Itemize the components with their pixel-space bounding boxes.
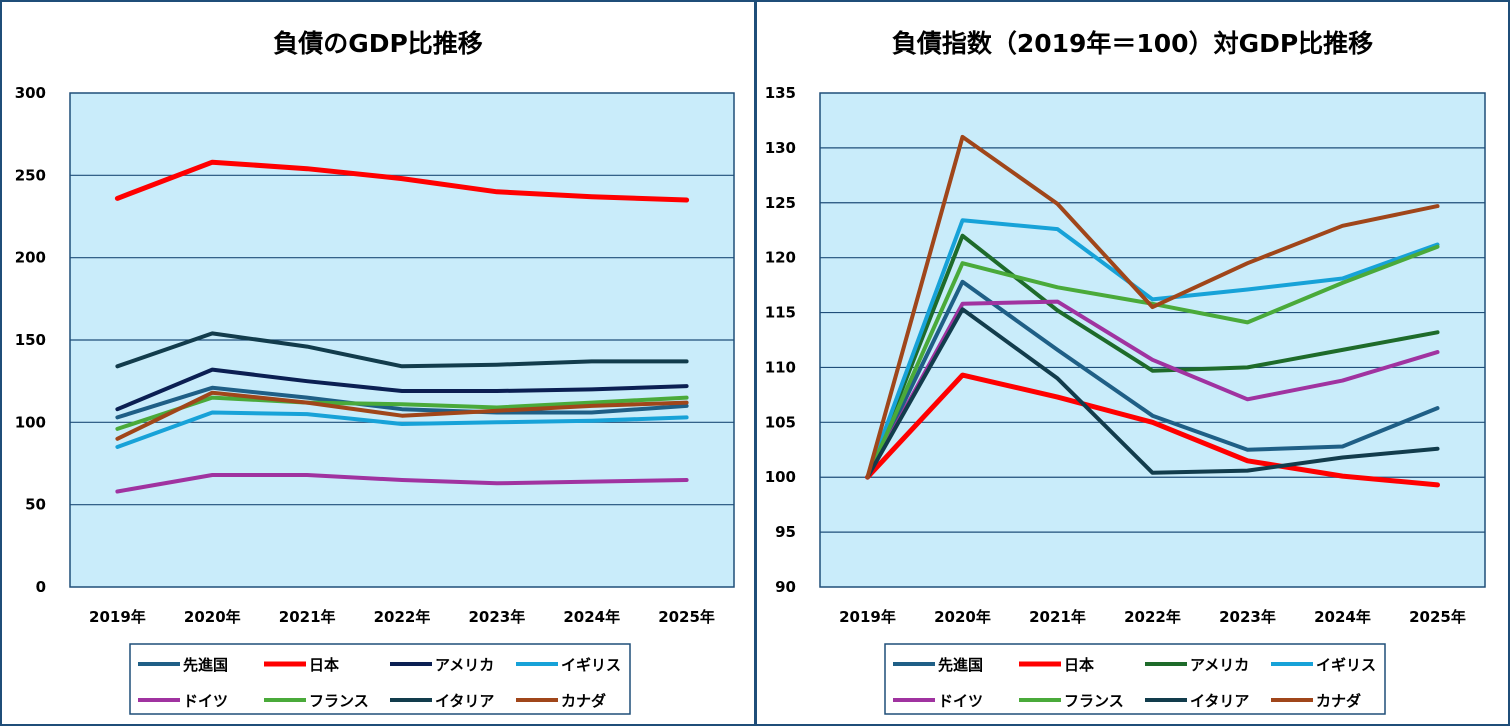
left-series-line-5	[115, 395, 689, 431]
left-series-line-0	[115, 385, 689, 420]
right-series-line-1	[865, 372, 1440, 488]
right-series-line-0	[865, 279, 1440, 480]
left-x-tick-label: 2025年	[658, 608, 715, 626]
left-x-tick-label: 2021年	[279, 608, 336, 626]
right-series-line-6	[865, 307, 1440, 480]
left-y-tick-label: 100	[15, 413, 46, 431]
left-legend-label-1: 日本	[309, 656, 339, 674]
right-y-tick-label: 130	[765, 139, 796, 157]
left-legend-label-7: カナダ	[561, 692, 606, 710]
right-x-tick-label: 2024年	[1314, 608, 1371, 626]
left-x-tick-label: 2023年	[468, 608, 525, 626]
right-plot-area	[819, 92, 1486, 588]
right-y-tick-label: 90	[775, 578, 796, 596]
right-legend	[884, 643, 1386, 715]
right-series-line-7	[865, 134, 1440, 480]
left-chart-title: 負債のGDP比推移	[273, 29, 483, 58]
right-series-line-4	[865, 299, 1440, 480]
right-y-tick-label: 125	[765, 194, 796, 212]
right-legend-label-1: 日本	[1064, 656, 1094, 674]
left-x-tick-label: 2020年	[184, 608, 241, 626]
left-legend	[129, 643, 631, 715]
right-y-tick-label: 100	[765, 468, 796, 486]
right-x-tick-label: 2025年	[1409, 608, 1466, 626]
left-chart-panel: 負債のGDP比推移 0 50 100 150 200 250 300 2019年 2020年 20…	[0, 0, 756, 726]
left-legend-label-3: イギリス	[561, 656, 621, 674]
left-series-line-2	[115, 367, 689, 412]
right-chart-panel: 負債指数（2019年＝100）対GDP比推移 90 95 100 105 110 115 1…	[755, 0, 1510, 726]
right-y-tick-label: 95	[775, 523, 796, 541]
right-series-line-5	[865, 244, 1440, 480]
right-series-line-3	[865, 218, 1440, 480]
right-x-tick-label: 2022年	[1124, 608, 1181, 626]
left-y-tick-label: 250	[15, 166, 46, 184]
left-y-tick-label: 0	[36, 578, 46, 596]
left-chart-svg: 0 50 100 150 200 250 300 2019年 2020年 2021年 2022年 20…	[15, 84, 735, 715]
right-y-tick-label: 135	[765, 84, 796, 102]
right-legend-label-7: カナダ	[1316, 692, 1361, 710]
left-series-line-1	[114, 159, 690, 203]
left-y-tick-label: 300	[15, 84, 46, 102]
right-y-tick-label: 105	[765, 413, 796, 431]
left-x-tick-label: 2022年	[374, 608, 431, 626]
left-y-tick-label: 150	[15, 331, 46, 349]
right-y-tick-label: 120	[765, 249, 796, 267]
right-y-tick-label: 110	[765, 358, 796, 376]
right-chart-title: 負債指数（2019年＝100）対GDP比推移	[891, 29, 1374, 58]
left-series-line-6	[115, 331, 689, 369]
right-x-tick-label: 2021年	[1029, 608, 1086, 626]
left-legend-label-6: イタリア	[435, 692, 494, 710]
right-x-tick-label: 2020年	[934, 608, 991, 626]
right-y-tick-label: 115	[765, 304, 796, 322]
left-series-line-3	[115, 410, 689, 449]
left-legend-label-2: アメリカ	[435, 656, 494, 674]
right-x-tick-label: 2023年	[1219, 608, 1276, 626]
left-x-tick-label: 2019年	[89, 608, 146, 626]
right-legend-label-2: アメリカ	[1190, 656, 1249, 674]
left-y-tick-label: 50	[25, 496, 46, 514]
right-chart-svg: 90 95 100 105 110 115 120 125 130 135 2019年 2020年 20…	[765, 84, 1486, 715]
left-series-line-7	[115, 390, 689, 441]
right-legend-label-3: イギリス	[1316, 656, 1376, 674]
right-legend-label-0: 先進国	[938, 656, 983, 674]
left-y-tick-label: 200	[15, 249, 46, 267]
right-series-line-2	[865, 233, 1440, 480]
right-x-tick-label: 2019年	[839, 608, 896, 626]
right-legend-label-6: イタリア	[1190, 692, 1249, 710]
left-x-tick-label: 2024年	[563, 608, 620, 626]
right-legend-label-4: ドイツ	[938, 692, 983, 710]
left-legend-label-4: ドイツ	[183, 692, 228, 710]
right-legend-label-5: フランス	[1064, 692, 1124, 710]
left-series-line-4	[115, 473, 689, 494]
left-legend-label-0: 先進国	[183, 656, 228, 674]
left-legend-label-5: フランス	[309, 692, 369, 710]
